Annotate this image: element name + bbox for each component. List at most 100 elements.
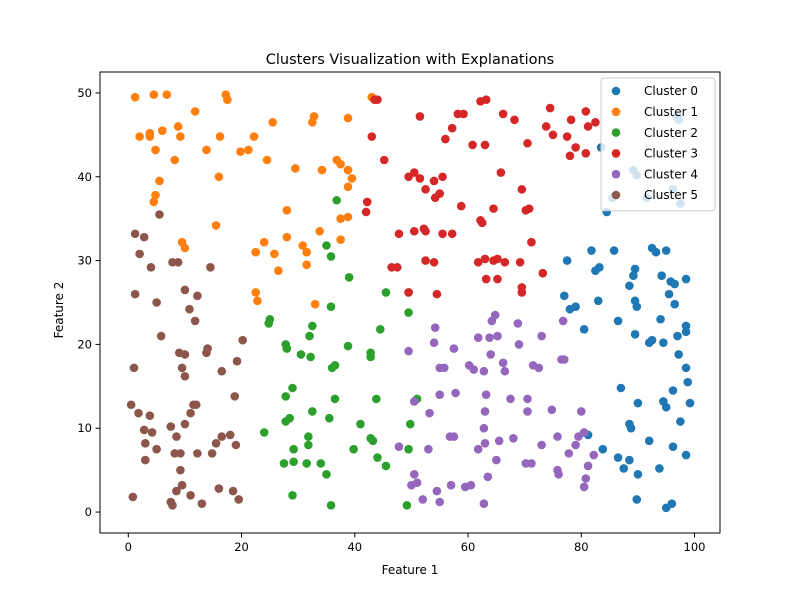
cluster-4-point — [409, 397, 419, 406]
cluster-4-point — [506, 394, 515, 404]
cluster-3-point — [373, 95, 382, 104]
legend-marker-cluster-2 — [611, 128, 621, 137]
cluster-1-point — [282, 232, 292, 242]
cluster-3-point — [415, 174, 425, 183]
legend-label-cluster-3: Cluster 3 — [644, 147, 698, 161]
legend-label-cluster-5: Cluster 5 — [644, 188, 698, 202]
cluster-4-point — [579, 482, 589, 492]
cluster-1-point — [162, 90, 172, 99]
cluster-1-point — [151, 190, 160, 200]
legend-label-cluster-1: Cluster 1 — [644, 105, 698, 119]
cluster-1-point — [190, 107, 200, 116]
cluster-0-point — [673, 331, 682, 341]
legend-label-cluster-4: Cluster 4 — [644, 167, 698, 181]
cluster-0-point — [593, 296, 603, 306]
cluster-3-point — [527, 237, 536, 247]
cluster-3-point — [565, 151, 575, 161]
cluster-2-point — [381, 461, 391, 471]
cluster-1-point — [343, 165, 353, 175]
y-tick-label: 40 — [77, 170, 92, 184]
cluster-3-point — [447, 123, 457, 133]
cluster-5-point — [168, 501, 177, 510]
cluster-2-point — [368, 436, 378, 446]
cluster-1-point — [149, 197, 159, 207]
cluster-4-point — [451, 388, 460, 398]
cluster-5-point — [172, 486, 181, 496]
cluster-1-point — [291, 164, 300, 173]
cluster-1-point — [343, 212, 353, 222]
cluster-2-point — [285, 413, 294, 423]
cluster-1-point — [336, 235, 345, 244]
cluster-1-point — [315, 226, 324, 236]
cluster-4-point — [407, 480, 416, 490]
cluster-4-point — [564, 449, 574, 458]
cluster-2-point — [306, 352, 315, 362]
cluster-1-point — [149, 90, 159, 99]
cluster-5-point — [180, 371, 190, 381]
cluster-4-point — [481, 390, 491, 400]
cluster-4-point — [559, 355, 569, 364]
cluster-3-point — [581, 149, 591, 158]
cluster-4-point — [523, 394, 532, 404]
cluster-5-point — [191, 400, 201, 410]
cluster-2-point — [344, 273, 354, 282]
cluster-3-point — [538, 268, 548, 278]
cluster-1-point — [202, 145, 211, 155]
cluster-5-point — [197, 499, 207, 508]
cluster-1-point — [180, 243, 190, 253]
cluster-5-point — [238, 335, 247, 345]
cluster-5-point — [190, 316, 200, 326]
cluster-1-point — [215, 132, 225, 141]
cluster-2-point — [308, 321, 317, 331]
x-axis-label: Feature 1 — [382, 563, 439, 577]
cluster-0-point — [571, 302, 580, 311]
legend-label-cluster-0: Cluster 0 — [644, 84, 698, 98]
x-tick-label: 0 — [125, 540, 132, 554]
cluster-3-point — [404, 288, 413, 297]
cluster-4-point — [583, 461, 593, 471]
y-axis-label: Feature 2 — [52, 282, 66, 339]
cluster-3-point — [517, 288, 527, 297]
legend-marker-cluster-0 — [611, 86, 621, 96]
cluster-0-point — [562, 256, 572, 265]
cluster-4-point — [498, 358, 508, 368]
cluster-2-point — [356, 419, 365, 429]
cluster-2-point — [381, 288, 391, 297]
cluster-4-point — [466, 480, 476, 490]
cluster-0-point — [659, 338, 668, 348]
cluster-3-point — [432, 289, 442, 299]
cluster-0-point — [630, 330, 640, 339]
cluster-5-point — [135, 249, 144, 259]
cluster-5-point — [177, 480, 187, 490]
cluster-0-point — [681, 450, 691, 460]
cluster-0-point — [629, 271, 638, 280]
cluster-0-point — [681, 327, 691, 337]
cluster-0-point — [595, 263, 604, 272]
cluster-1-point — [251, 288, 261, 297]
cluster-2-point — [366, 352, 375, 362]
cluster-5-point — [152, 444, 161, 454]
cluster-4-point — [576, 407, 586, 416]
cluster-2-point — [375, 325, 385, 334]
cluster-0-point — [644, 436, 654, 446]
cluster-2-point — [282, 344, 292, 353]
cluster-4-point — [486, 350, 495, 359]
cluster-2-point — [372, 394, 381, 404]
cluster-5-point — [211, 439, 221, 448]
cluster-5-point — [231, 440, 241, 450]
cluster-4-point — [425, 408, 434, 418]
cluster-5-point — [147, 428, 157, 437]
cluster-4-point — [449, 432, 459, 441]
cluster-2-point — [305, 331, 314, 341]
cluster-3-point — [473, 257, 483, 267]
cluster-5-point — [230, 392, 240, 401]
cluster-4-point — [409, 470, 419, 479]
cluster-3-point — [523, 138, 532, 148]
cluster-4-point — [492, 455, 501, 465]
cluster-3-point — [548, 130, 558, 140]
cluster-1-point — [259, 237, 269, 247]
cluster-0-point — [632, 495, 642, 504]
cluster-2-point — [404, 308, 413, 317]
cluster-2-point — [289, 444, 298, 454]
legend-marker-cluster-4 — [611, 169, 621, 179]
